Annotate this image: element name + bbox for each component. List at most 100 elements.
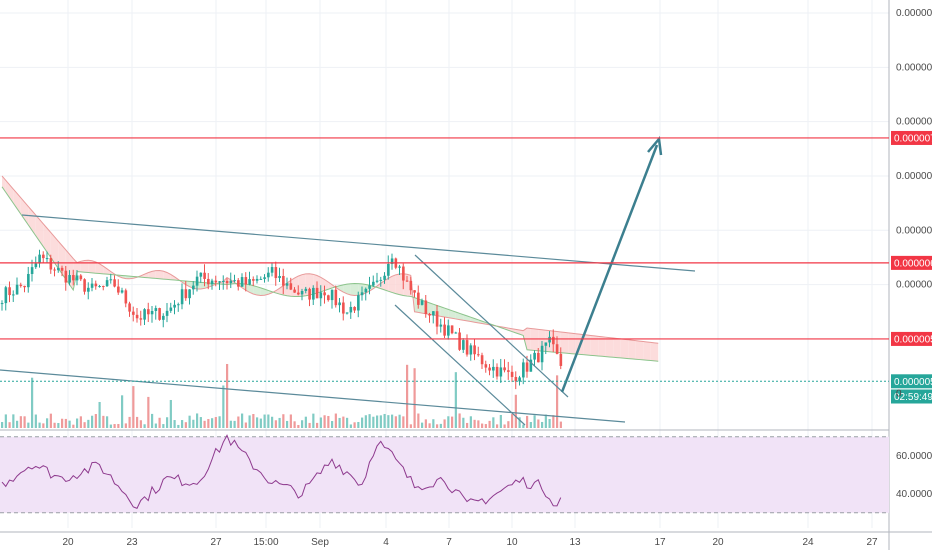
cloud-segment [620, 338, 625, 359]
volume-bar [196, 413, 199, 428]
candle-body [323, 292, 326, 296]
cloud-segment [392, 274, 396, 294]
volume-bar [263, 414, 266, 428]
volume-bar [462, 417, 465, 428]
cloud-segment [84, 260, 89, 273]
candle-body [8, 287, 11, 296]
volume-bar [417, 413, 420, 428]
volume-bar [237, 416, 240, 428]
rsi-pane [0, 434, 889, 514]
cloud-segment [647, 341, 651, 361]
candle-body [120, 290, 124, 293]
candle-body [492, 366, 495, 371]
candle-body [383, 275, 386, 280]
cloud-segment [448, 309, 452, 319]
volume-bar [391, 414, 394, 428]
candle-body [293, 289, 296, 293]
candle-body [255, 278, 259, 281]
volume-bar [1, 422, 4, 428]
volume-bar [439, 423, 442, 428]
volume-bar [139, 420, 142, 428]
cloud-segment [350, 283, 355, 296]
candle-body [327, 295, 330, 301]
candle-body [495, 366, 499, 377]
cloud-segment [260, 287, 265, 296]
time-tick-label: 27 [866, 537, 878, 548]
candle-body [465, 340, 469, 355]
volume-bar [38, 422, 41, 428]
candle-body [12, 294, 15, 296]
cloud-segment [347, 283, 351, 295]
cloud-segment [17, 193, 21, 214]
volume-bar [537, 419, 540, 428]
price-tag-label: 0.00000511 [894, 377, 932, 388]
candle-body [274, 267, 278, 279]
candle-body [72, 275, 75, 281]
volume-bar [402, 416, 405, 428]
cloud-segment [594, 335, 599, 356]
volume-bar [304, 416, 307, 428]
volume-bar [124, 423, 127, 428]
volume-bar [19, 416, 22, 428]
price-candles [0, 249, 563, 390]
cloud-segment [324, 279, 329, 291]
candle-body [252, 279, 255, 281]
time-tick-label: 20 [62, 537, 74, 548]
volume-bars [1, 363, 562, 428]
volume-bar [233, 420, 236, 428]
volume-bar [79, 416, 82, 428]
cloud-segment [92, 260, 96, 274]
candle-body [555, 344, 559, 354]
candle-body [0, 303, 4, 305]
candle-body [353, 306, 356, 311]
candle-body [49, 258, 53, 270]
cloud-segment [545, 330, 550, 352]
candle-body [319, 292, 323, 299]
volume-bar [34, 414, 37, 428]
volume-bar [394, 416, 397, 428]
volume-bar [406, 364, 409, 428]
cloud-segment [163, 271, 167, 280]
candle-body [173, 304, 176, 308]
candle-body [19, 284, 23, 286]
trend-drawings[interactable] [0, 136, 696, 426]
time-tick-label: 4 [383, 537, 389, 548]
candle-body [507, 370, 510, 372]
volume-bar [278, 417, 281, 428]
volume-bar [387, 415, 390, 428]
candle-body [447, 325, 450, 336]
volume-bar [552, 415, 555, 428]
volume-bar [492, 417, 495, 428]
cloud-segment [200, 282, 205, 290]
candle-body [409, 280, 413, 291]
volume-bar [451, 416, 454, 428]
volume-bar [267, 414, 270, 428]
candle-body [540, 345, 544, 363]
volume-bar [511, 414, 514, 428]
candle-body [435, 311, 439, 327]
candle-body [259, 278, 263, 280]
time-axis[interactable]: 20 23 27 15:00 Sep 4 7 10 13 17 20 24 27 [62, 537, 878, 548]
candle-body [473, 345, 476, 355]
volume-bar [244, 422, 247, 428]
price-tick-label: 0.00000750 [896, 117, 932, 128]
volume-bar [338, 417, 341, 428]
candle-body [488, 367, 491, 371]
volume-bar [458, 413, 461, 428]
cloud-segment [28, 206, 32, 231]
horizontal-levels[interactable] [0, 137, 889, 382]
volume-bar [282, 414, 285, 428]
candle-body [38, 254, 41, 264]
price-axis[interactable]: 0.00000850 0.00000800 0.00000750 0.00000700… [891, 8, 932, 500]
candle-body [477, 354, 480, 356]
candle-body [143, 309, 146, 320]
candle-body [207, 278, 210, 285]
span-a-line [1, 175, 659, 344]
cloud-segment [650, 342, 655, 361]
cloud-segment [54, 236, 59, 269]
volume-bar [274, 420, 277, 428]
candle-body [417, 292, 420, 305]
cloud-segment [590, 335, 595, 356]
